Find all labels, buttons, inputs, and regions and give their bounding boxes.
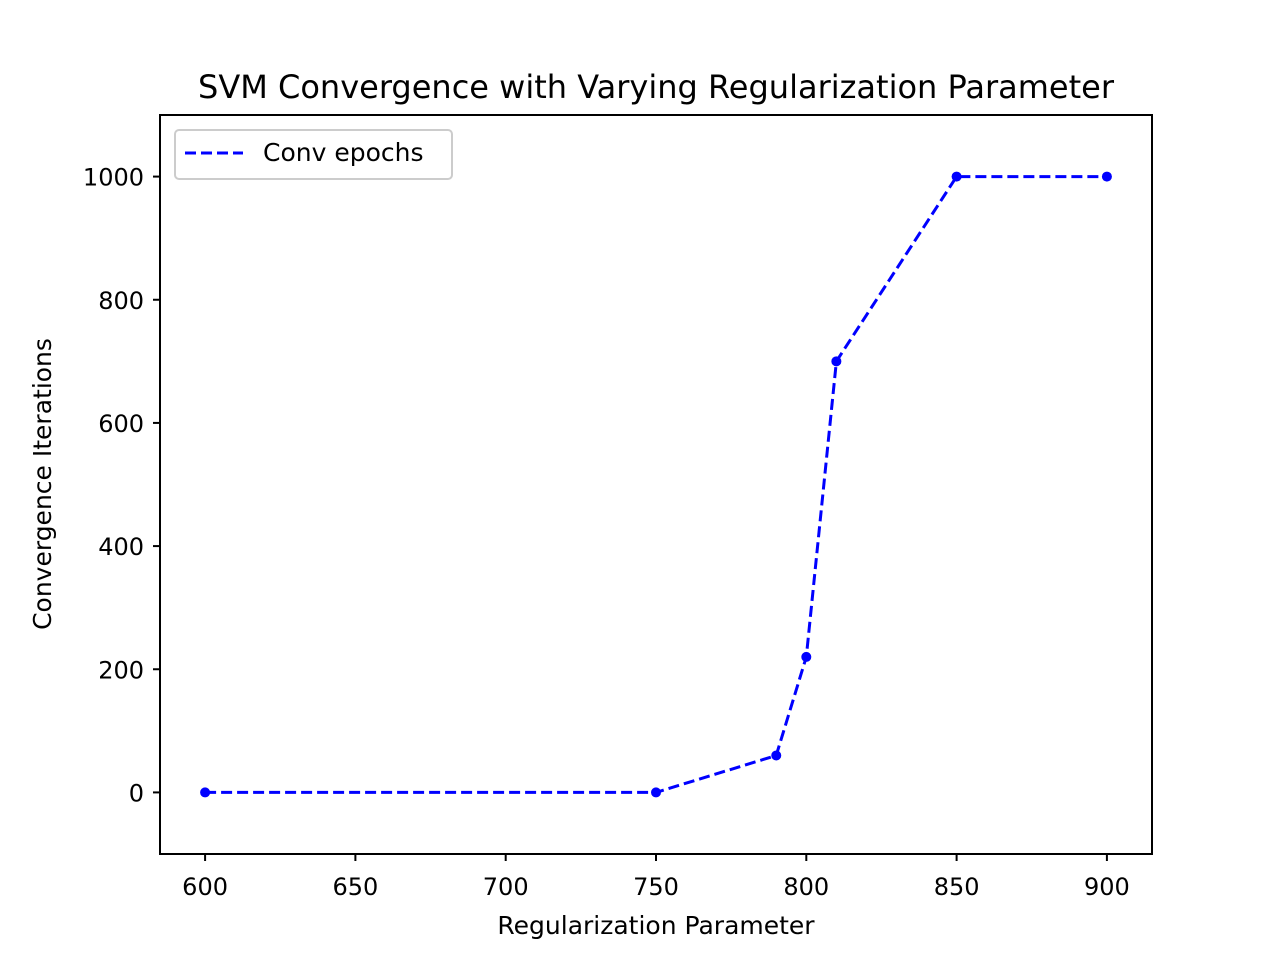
x-tick-label: 900: [1084, 873, 1130, 901]
x-tick-label: 700: [483, 873, 529, 901]
x-tick-label: 800: [783, 873, 829, 901]
y-tick-label: 800: [98, 287, 144, 315]
y-tick-label: 200: [98, 656, 144, 684]
chart-title: SVM Convergence with Varying Regularizat…: [198, 68, 1115, 106]
x-tick-label: 750: [633, 873, 679, 901]
data-point: [771, 750, 782, 761]
x-axis: 600 650 700 750 800 850 900: [182, 854, 1130, 901]
y-tick-label: 400: [98, 533, 144, 561]
series-layer: [200, 171, 1112, 798]
y-tick-label: 1000: [83, 164, 144, 192]
data-point: [1101, 171, 1112, 182]
x-tick-label: 850: [934, 873, 980, 901]
data-point: [831, 356, 842, 367]
legend: Conv epochs: [174, 129, 453, 180]
data-point: [651, 787, 661, 798]
data-point: [951, 171, 962, 182]
y-tick-label: 600: [98, 410, 144, 438]
legend-box: [174, 129, 453, 180]
data-point: [200, 787, 211, 798]
x-axis-title: Regularization Parameter: [497, 911, 815, 940]
x-tick-label: 600: [182, 873, 228, 901]
y-axis: 0 200 400 600 800 1000: [83, 164, 160, 807]
x-tick-label: 650: [332, 873, 378, 901]
y-tick-label: 0: [129, 779, 144, 807]
legend-label: Conv epochs: [263, 138, 424, 167]
y-axis-title: Convergence Iterations: [28, 338, 57, 630]
data-point: [801, 651, 812, 662]
